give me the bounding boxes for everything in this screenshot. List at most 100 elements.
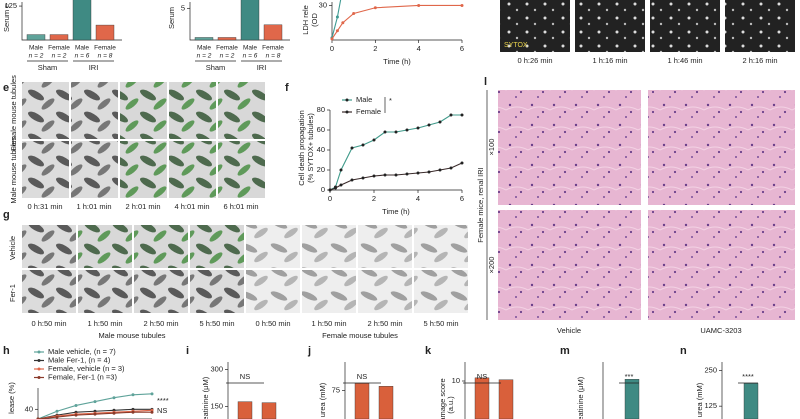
image (358, 225, 412, 268)
image (190, 225, 244, 268)
category-label: Male (197, 45, 211, 52)
group-label: Female mouse tubules (322, 331, 398, 340)
legend-dot (37, 359, 41, 362)
sytox-images: SYTOX 0 h:26 min 1 h:16 min 1 h:46 min 2… (500, 0, 795, 65)
x-tick-label: 4 (416, 194, 420, 203)
x-tick-label: 6 (460, 44, 464, 53)
time-label: 1 h:46 min (667, 56, 702, 65)
image (414, 225, 468, 268)
data-point (372, 138, 376, 142)
panel-letter: h (3, 345, 10, 357)
panel-letter: n (680, 345, 687, 357)
annotation: NS (477, 372, 487, 381)
image (498, 90, 641, 205)
y-axis-label: Cell death propagation (297, 110, 306, 185)
x-tick-label: 0 (330, 44, 334, 53)
row-label: Female mouse tubules (9, 75, 18, 151)
column-label: Vehicle (557, 326, 581, 335)
image (246, 225, 300, 268)
data-point (460, 113, 464, 117)
data-point (74, 403, 78, 407)
time-label: 2 h:50 min (367, 319, 402, 328)
data-point (334, 186, 337, 190)
y-axis-label: reatinine (μM) (576, 376, 585, 419)
time-label: 1 h:50 min (87, 319, 122, 328)
time-label: 0 h:50 min (255, 319, 290, 328)
image (22, 270, 76, 313)
data-point (335, 29, 339, 33)
y-axis-label: Serum c (2, 4, 11, 32)
image (218, 141, 265, 198)
panel-letter: e (3, 82, 9, 94)
image (575, 0, 645, 52)
category-label: Male (29, 45, 43, 52)
group-label: Sham (38, 63, 58, 72)
time-label: 1 h:16 min (592, 56, 627, 65)
image (169, 82, 216, 139)
data-point (449, 113, 453, 117)
y-tick-label: 40 (25, 404, 33, 413)
image (246, 270, 300, 313)
series-line (329, 114, 462, 191)
y-axis-label: lease (%) (7, 382, 16, 414)
data-point (373, 6, 377, 10)
panel-letter: g (3, 209, 10, 221)
image (500, 0, 570, 52)
x-tick-label: 0 (328, 194, 332, 203)
annotation: *** (625, 372, 634, 381)
category-label: Male (243, 45, 257, 52)
panel-letter: f (285, 82, 289, 94)
bar (743, 383, 759, 419)
image (648, 90, 795, 205)
panel-letter: k (425, 345, 432, 357)
bar (240, 0, 260, 41)
group-label: IRI (89, 63, 99, 72)
legend-label: Female, Fer-1 (n =3) (48, 372, 117, 381)
image (120, 82, 167, 139)
category-label: Male (75, 45, 89, 52)
data-point (405, 128, 409, 132)
category-label: Female (216, 45, 238, 52)
data-point (328, 188, 332, 192)
group-label: IRI (257, 63, 267, 72)
bar (498, 379, 514, 419)
data-point (150, 410, 154, 414)
y-tick-label: 300 (210, 364, 223, 373)
legend-label: Female (356, 107, 381, 116)
magnification: ×200 (487, 257, 496, 274)
category-label: Female (262, 45, 284, 52)
x-tick-label: 2 (372, 194, 376, 203)
panel-e: e Female mouse tubules Male mouse tubule… (3, 75, 265, 211)
image (22, 82, 69, 139)
data-point (150, 392, 154, 396)
bar (354, 383, 370, 419)
y-tick-label: 75 (332, 385, 340, 394)
magnification: ×100 (487, 139, 496, 156)
y-tick-label: 125 (4, 1, 17, 10)
n-label: n = 8 (98, 53, 113, 60)
panel-letter: j (307, 345, 311, 357)
data-point (416, 126, 420, 130)
legend-dot (37, 350, 41, 354)
n-label: n = 6 (75, 53, 90, 60)
data-point (352, 12, 356, 16)
category-label: Female (48, 45, 70, 52)
data-point (350, 146, 354, 150)
bar (217, 37, 237, 41)
data-point (405, 172, 409, 176)
legend-dot (345, 98, 349, 102)
y-tick-label: 150 (210, 402, 223, 411)
y-axis-label: (% SYTOX+ tubules) (306, 113, 315, 183)
panel-letter: m (560, 345, 570, 357)
data-point (55, 409, 59, 413)
image (302, 225, 356, 268)
y-axis-label: amage score (438, 378, 447, 419)
image (358, 270, 412, 313)
x-axis-label: Time (h) (382, 207, 410, 216)
series-line (331, 4, 462, 40)
data-point (350, 178, 354, 182)
n-label: n = 6 (243, 53, 258, 60)
